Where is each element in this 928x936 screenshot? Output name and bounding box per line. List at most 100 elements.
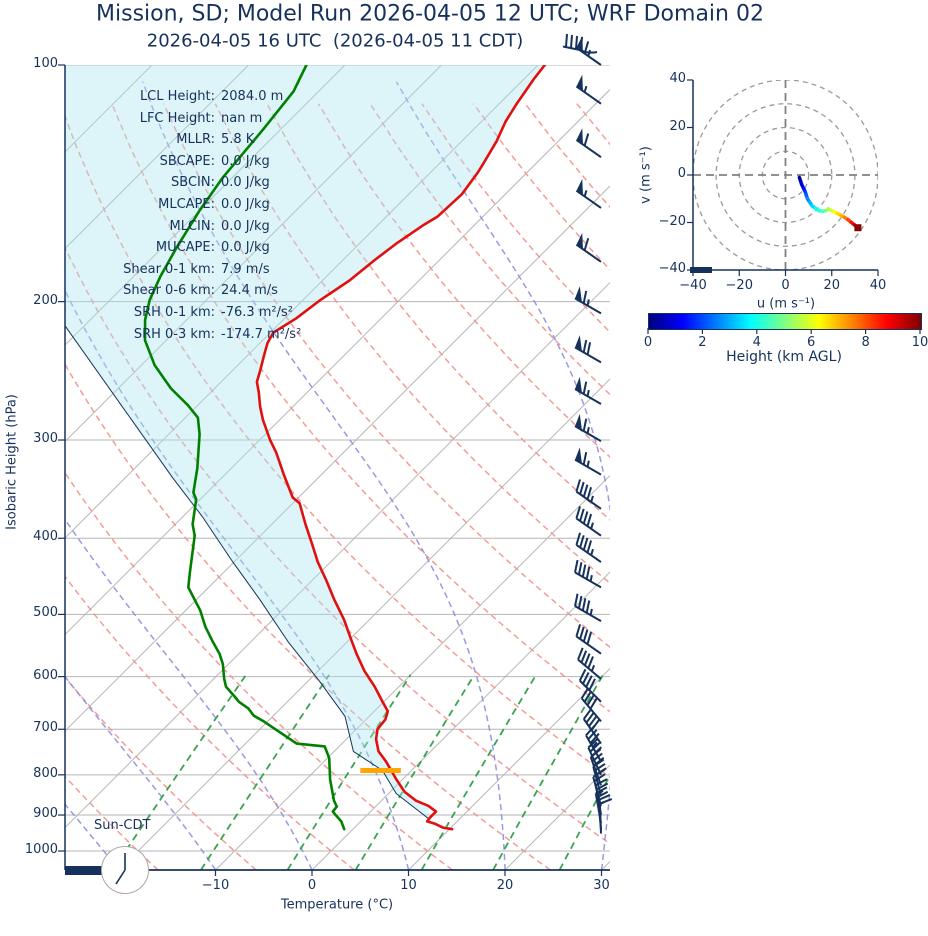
wind-barb: [575, 232, 602, 263]
wind-barb: [577, 647, 602, 680]
stat-row: LFC Height: nan m: [0, 108, 301, 130]
barb-half: [590, 495, 594, 503]
barb-full: [577, 595, 583, 609]
barb-full: [574, 559, 579, 573]
barb-full: [581, 598, 587, 611]
figure-subtitle: 2026-04-05 16 UTC (2026-04-05 11 CDT): [146, 30, 524, 52]
barb-flag: [576, 232, 583, 250]
stat-row: MUCAPE: 0.0 J/kg: [0, 237, 301, 259]
skewt-axes: [58, 64, 610, 876]
barb-full: [582, 672, 590, 685]
colorbar-tick-label: 8: [861, 335, 870, 350]
pressure-tick-label: 700: [33, 720, 58, 736]
stat-value: 0.0 J/kg: [221, 218, 270, 234]
barb-full: [595, 778, 608, 786]
stat-label: MLLR:: [176, 132, 215, 148]
pressure-tick-label: 100: [33, 56, 58, 71]
stat-label: SRH 0-3 km:: [133, 326, 215, 342]
stat-row: SBCAPE: 0.0 J/kg: [0, 151, 301, 173]
stat-label: SRH 0-1 km:: [133, 304, 215, 320]
pressure-tick-label: 1000: [24, 842, 58, 857]
barb-full: [580, 687, 590, 699]
barb-staff: [574, 571, 602, 589]
hodograph-xlabel: u (m s⁻¹): [756, 296, 816, 312]
barb-flag: [576, 178, 583, 196]
barb-staff: [574, 605, 602, 623]
pressure-tick-label: 800: [33, 765, 58, 781]
temperature-tick-label: 20: [496, 878, 514, 893]
isotherm-line: [311, 571, 610, 870]
barb-full: [583, 690, 593, 703]
temperature-curve: [255, 65, 547, 831]
hodograph-u-tick-label: 20: [823, 278, 841, 293]
wind-barb: [574, 593, 602, 623]
pressure-tick-label: 300: [33, 431, 58, 447]
stat-value: 5.8 K: [221, 132, 255, 148]
barb-full: [589, 697, 598, 710]
barb-full: [583, 133, 590, 146]
dry-adiabat-line: [65, 575, 355, 870]
stat-value: -76.3 m²/s²: [221, 304, 294, 320]
barb-staff: [582, 718, 602, 745]
dry-adiabat-line: [317, 103, 610, 458]
stat-label: LFC Height:: [139, 110, 215, 126]
barb-staff: [589, 756, 602, 786]
barb-staff: [575, 544, 602, 563]
barb-full: [589, 742, 601, 753]
mixing-ratio-line: [420, 674, 537, 870]
stat-value: 7.9 m/s: [221, 261, 270, 277]
wind-barb: [574, 376, 602, 405]
barb-full: [582, 452, 588, 465]
barb-full: [582, 381, 588, 395]
skewt-curves: [65, 65, 547, 831]
hodograph-end-marker: [854, 224, 862, 232]
isotherm-line: [65, 65, 442, 443]
barb-full: [593, 763, 606, 772]
dewpoint-curve: [143, 65, 346, 831]
barb-full: [583, 237, 590, 251]
barb-icon: [562, 33, 598, 54]
pressure-tick-label: 500: [33, 605, 58, 621]
hodograph-trace: [797, 175, 860, 230]
stat-label: MUCAPE:: [155, 240, 215, 256]
isotherm-line: [65, 88, 610, 636]
isotherm-line: [65, 185, 610, 732]
barb-full: [582, 708, 593, 720]
stat-row: MLLR: 5.8 K: [0, 129, 301, 151]
barb-full: [590, 748, 602, 758]
hodograph-grid: [693, 80, 878, 270]
stat-value: 0.0 J/kg: [221, 196, 270, 212]
colorbar-tick-label: 10: [911, 335, 928, 350]
barb-full: [580, 650, 588, 663]
barb-icon-staff: [562, 45, 598, 54]
pressure-tick-label: 900: [33, 806, 58, 822]
barb-full: [585, 600, 591, 614]
colorbar-label: Height (km AGL): [726, 349, 842, 365]
barb-icon-feather: [580, 36, 583, 51]
stat-value: 0.0 J/kg: [221, 175, 270, 191]
barb-full: [586, 486, 593, 500]
barb-full: [582, 629, 589, 642]
barb-full: [582, 418, 588, 432]
barb-half: [586, 460, 590, 468]
barb-full: [587, 656, 594, 669]
barb-half: [589, 575, 593, 582]
barb-full: [587, 738, 599, 749]
barb-flag: [575, 286, 582, 303]
barb-full: [596, 782, 609, 791]
dry-adiabat-line: [65, 114, 610, 779]
moist-adiabat-line: [698, 82, 814, 870]
barb-icon-feather: [565, 33, 568, 48]
isotherm-line: [408, 667, 610, 870]
stat-label: LCL Height:: [139, 89, 215, 104]
wind-barb: [574, 286, 602, 315]
barb-full: [596, 790, 609, 799]
wind-barb: [574, 413, 602, 443]
barb-full: [575, 532, 581, 546]
moist-adiabat-line: [141, 81, 506, 870]
barb-full: [585, 711, 595, 724]
barb-full: [574, 593, 579, 607]
barb-full: [591, 752, 603, 763]
barb-full: [579, 508, 585, 522]
